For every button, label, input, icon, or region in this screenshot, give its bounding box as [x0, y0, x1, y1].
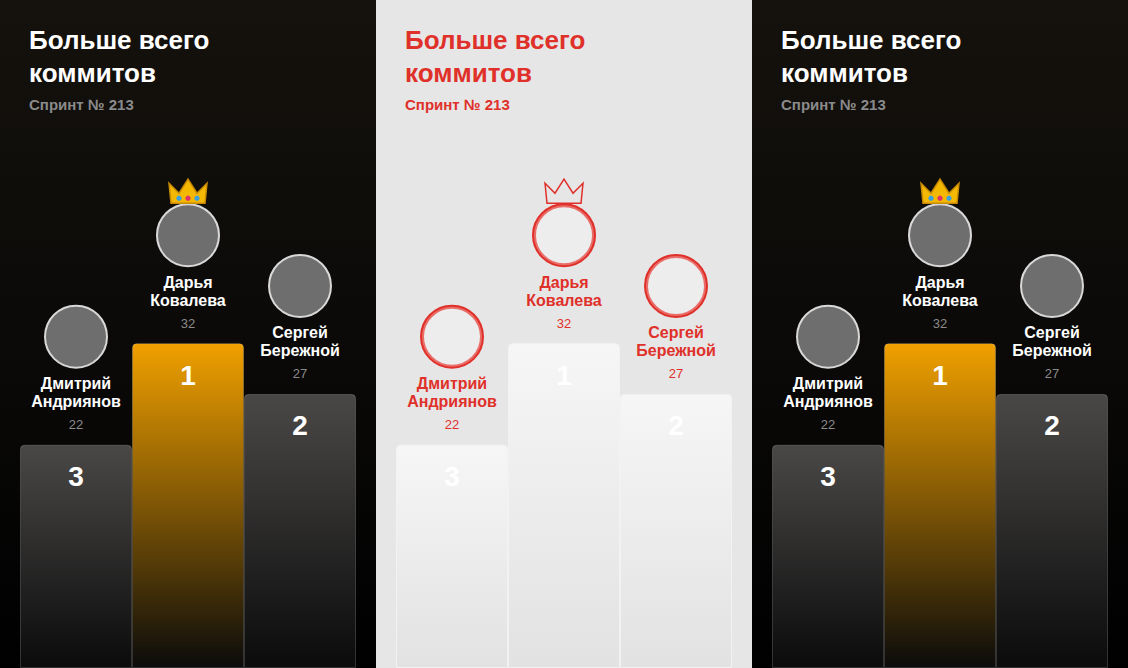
svg-text:Больше всего: Больше всего: [29, 25, 209, 55]
svg-text:27: 27: [293, 366, 307, 381]
svg-text:коммитов: коммитов: [405, 58, 532, 88]
svg-text:27: 27: [1045, 366, 1059, 381]
svg-text:Бережной: Бережной: [1012, 342, 1091, 359]
svg-text:1: 1: [556, 360, 572, 391]
svg-text:Дмитрий: Дмитрий: [417, 375, 487, 392]
svg-text:Сергей: Сергей: [272, 324, 328, 341]
svg-text:32: 32: [181, 316, 195, 331]
svg-text:32: 32: [933, 316, 947, 331]
svg-text:Дмитрий: Дмитрий: [41, 375, 111, 392]
svg-text:Ковалева: Ковалева: [150, 292, 226, 309]
svg-text:1: 1: [932, 360, 948, 391]
svg-text:Андриянов: Андриянов: [407, 393, 497, 410]
svg-text:Дарья: Дарья: [163, 274, 212, 291]
svg-text:Дарья: Дарья: [915, 274, 964, 291]
svg-text:Спринт № 213: Спринт № 213: [405, 96, 510, 113]
svg-text:1: 1: [180, 360, 196, 391]
svg-text:22: 22: [821, 417, 835, 432]
svg-text:Дарья: Дарья: [539, 274, 588, 291]
svg-text:Андриянов: Андриянов: [31, 393, 121, 410]
svg-text:Бережной: Бережной: [260, 342, 339, 359]
svg-text:3: 3: [68, 461, 84, 492]
svg-text:2: 2: [292, 410, 308, 441]
svg-text:3: 3: [444, 461, 460, 492]
svg-text:27: 27: [669, 366, 683, 381]
svg-text:коммитов: коммитов: [29, 58, 156, 88]
svg-text:Сергей: Сергей: [648, 324, 704, 341]
svg-text:2: 2: [668, 410, 684, 441]
svg-text:Андриянов: Андриянов: [783, 393, 873, 410]
svg-text:3: 3: [820, 461, 836, 492]
svg-text:Дмитрий: Дмитрий: [793, 375, 863, 392]
svg-text:22: 22: [69, 417, 83, 432]
svg-text:Бережной: Бережной: [636, 342, 715, 359]
svg-text:коммитов: коммитов: [781, 58, 908, 88]
svg-text:Сергей: Сергей: [1024, 324, 1080, 341]
svg-text:2: 2: [1044, 410, 1060, 441]
svg-text:Ковалева: Ковалева: [902, 292, 978, 309]
svg-text:Ковалева: Ковалева: [526, 292, 602, 309]
svg-text:32: 32: [557, 316, 571, 331]
svg-text:Больше всего: Больше всего: [405, 25, 585, 55]
svg-text:Больше всего: Больше всего: [781, 25, 961, 55]
svg-text:Спринт № 213: Спринт № 213: [781, 96, 886, 113]
svg-text:Спринт № 213: Спринт № 213: [29, 96, 134, 113]
svg-text:22: 22: [445, 417, 459, 432]
